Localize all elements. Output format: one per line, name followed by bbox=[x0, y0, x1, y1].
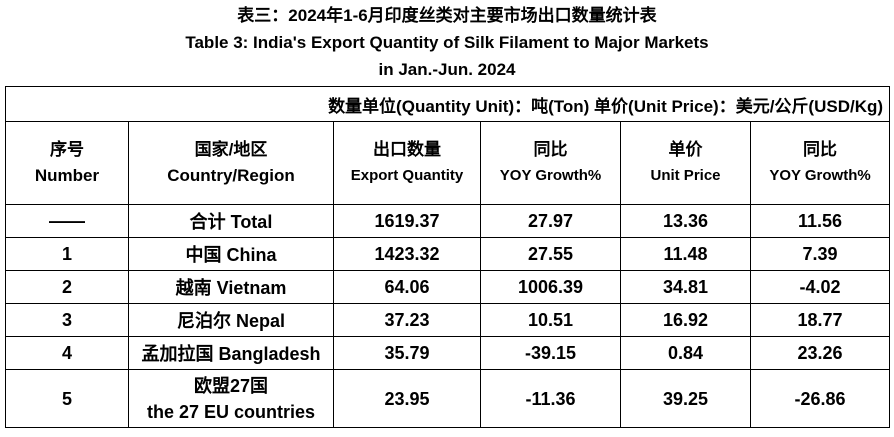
unit-row: 数量单位(Quantity Unit)：吨(Ton) 单价(Unit Price… bbox=[4, 86, 891, 122]
table-cell: 27.97 bbox=[480, 204, 621, 238]
table-cell: 16.92 bbox=[620, 303, 751, 337]
title-line: in Jan.-Jun. 2024 bbox=[378, 60, 516, 79]
unit-note: 数量单位(Quantity Unit)：吨(Ton) 单价(Unit Price… bbox=[4, 86, 891, 122]
table-body: 数量单位(Quantity Unit)：吨(Ton) 单价(Unit Price… bbox=[4, 86, 891, 428]
column-header-line: 序号 bbox=[50, 140, 84, 159]
column-header-line: 出口数量 bbox=[373, 140, 441, 159]
column-header: 出口数量 Export Quantity bbox=[333, 121, 481, 205]
column-header-line: Unit Price bbox=[650, 167, 721, 184]
table-cell: 0.84 bbox=[620, 336, 751, 370]
table-cell: 37.23 bbox=[333, 303, 481, 337]
column-header: 单价 Unit Price bbox=[620, 121, 751, 205]
title-line: Table 3: India's Export Quantity of Silk… bbox=[185, 33, 709, 52]
table-cell: -26.86 bbox=[749, 369, 891, 428]
export-table: 数量单位(Quantity Unit)：吨(Ton) 单价(Unit Price… bbox=[4, 86, 891, 428]
column-header: 同比 YOY Growth% bbox=[749, 121, 891, 205]
table-cell: 1619.37 bbox=[333, 204, 481, 238]
data-row: 3 尼泊尔 Nepal 37.23 10.51 16.92 18.77 bbox=[5, 303, 891, 337]
column-header-line: 单价 bbox=[668, 140, 703, 159]
table-cell: 2 bbox=[5, 270, 129, 304]
table-cell: 35.79 bbox=[333, 336, 481, 370]
column-header-line: YOY Growth% bbox=[499, 167, 602, 184]
cell-line: 欧盟27国 bbox=[193, 375, 269, 396]
column-header-line: Number bbox=[34, 166, 100, 185]
title-block: 表三：2024年1-6月印度丝类对主要市场出口数量统计表 Table 3: Ind… bbox=[0, 2, 894, 83]
data-row: 4 孟加拉国 Bangladesh 35.79 -39.15 0.84 23.26 bbox=[5, 336, 891, 370]
data-row: 5 欧盟27国 the 27 EU countries 23.95 -11.36 39.2… bbox=[5, 369, 891, 428]
column-header-line: YOY Growth% bbox=[769, 167, 871, 184]
table-cell: -39.15 bbox=[480, 336, 621, 370]
table-cell: 23.95 bbox=[333, 369, 481, 428]
table-cell: 3 bbox=[5, 303, 129, 337]
column-header-line: 同比 bbox=[803, 140, 838, 159]
header-row: 序号 Number 国家/地区 Country/Region 出口数量 Export Qu… bbox=[5, 121, 891, 205]
table-cell: 欧盟27国 the 27 EU countries bbox=[128, 369, 334, 428]
table-cell: 11.56 bbox=[749, 204, 891, 238]
column-header-line: Export Quantity bbox=[350, 167, 464, 184]
table-cell: 39.25 bbox=[620, 369, 751, 428]
cell-line: the 27 EU countries bbox=[146, 401, 316, 422]
table-cell: 27.55 bbox=[480, 237, 621, 271]
column-header-line: 同比 bbox=[533, 140, 568, 159]
title-line: 表三：2024年1-6月印度丝类对主要市场出口数量统计表 bbox=[237, 6, 657, 25]
table-cell: 10.51 bbox=[480, 303, 621, 337]
table-cell: 11.48 bbox=[620, 237, 751, 271]
data-row: 2 越南 Vietnam 64.06 1006.39 34.81 -4.02 bbox=[5, 270, 891, 304]
table-cell: -11.36 bbox=[480, 369, 621, 428]
table-cell: -4.02 bbox=[749, 270, 891, 304]
table-cell: 64.06 bbox=[333, 270, 481, 304]
table-cell: 孟加拉国 Bangladesh bbox=[128, 336, 334, 370]
column-header: 同比 YOY Growth% bbox=[480, 121, 621, 205]
data-row: —— 合计 Total 1619.37 27.97 13.36 11.56 bbox=[5, 204, 891, 238]
table-cell: 13.36 bbox=[620, 204, 751, 238]
table-cell: 1 bbox=[5, 237, 129, 271]
table-cell: 中国 China bbox=[128, 237, 334, 271]
table-cell: 34.81 bbox=[620, 270, 751, 304]
column-header-line: 国家/地区 bbox=[194, 140, 268, 159]
table-cell: 越南 Vietnam bbox=[128, 270, 334, 304]
table-cell: 合计 Total bbox=[128, 204, 334, 238]
column-header: 序号 Number bbox=[5, 121, 129, 205]
table-cell: 4 bbox=[5, 336, 129, 370]
column-header: 国家/地区 Country/Region bbox=[128, 121, 334, 205]
table-cell: 1423.32 bbox=[333, 237, 481, 271]
table-cell: 23.26 bbox=[749, 336, 891, 370]
data-row: 1 中国 China 1423.32 27.55 11.48 7.39 bbox=[5, 237, 891, 271]
table-cell: 5 bbox=[5, 369, 129, 428]
column-header-line: Country/Region bbox=[167, 166, 295, 185]
table-cell: 18.77 bbox=[749, 303, 891, 337]
table-cell: 尼泊尔 Nepal bbox=[128, 303, 334, 337]
table-cell: —— bbox=[5, 204, 129, 238]
table-cell: 7.39 bbox=[749, 237, 891, 271]
table-cell: 1006.39 bbox=[480, 270, 621, 304]
